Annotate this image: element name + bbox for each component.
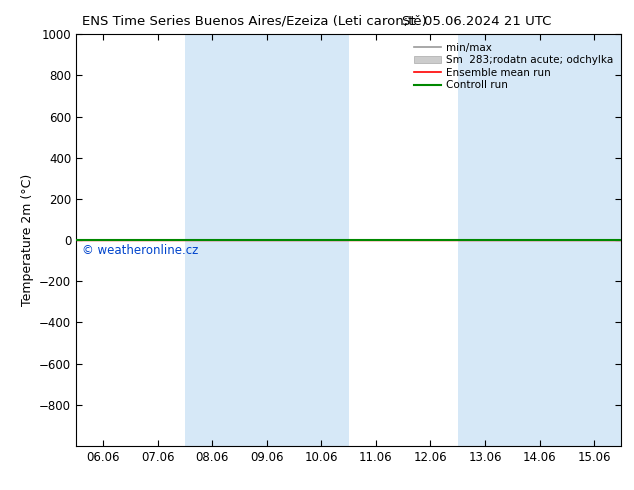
Text: St. 05.06.2024 21 UTC: St. 05.06.2024 21 UTC [402,15,552,28]
Y-axis label: Temperature 2m (°C): Temperature 2m (°C) [20,174,34,306]
Bar [458,34,621,446]
Bar [185,34,349,446]
Text: © weatheronline.cz: © weatheronline.cz [82,244,198,257]
Legend: min/max, Sm  283;rodatn acute; odchylka, Ensemble mean run, Controll run: min/max, Sm 283;rodatn acute; odchylka, … [411,40,616,94]
Text: ENS Time Series Buenos Aires/Ezeiza (Leti caron;tě): ENS Time Series Buenos Aires/Ezeiza (Let… [82,15,427,28]
